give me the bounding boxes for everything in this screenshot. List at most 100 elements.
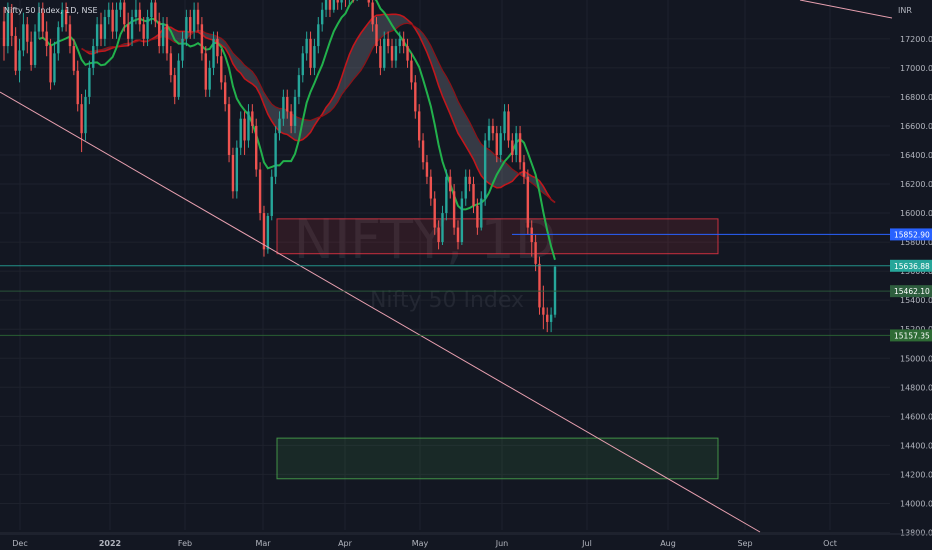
price-tag-label: 15636.88 (894, 262, 930, 271)
chart-legend[interactable]: Nifty 50 Index, 1D, NSE (4, 6, 98, 15)
candle-body (282, 96, 285, 119)
candle (421, 133, 425, 170)
candle (212, 31, 215, 76)
candle-body (425, 162, 429, 177)
demand-zone (276, 437, 719, 480)
candle-body (534, 242, 537, 264)
candle-body (76, 70, 79, 105)
trendline-falling (0, 91, 761, 533)
candle (301, 46, 304, 83)
candle (99, 12, 103, 47)
candle-body (154, 2, 157, 22)
candle (57, 21, 60, 61)
candle (173, 67, 176, 105)
price-tick-label: 16800.00 (900, 93, 932, 102)
candle (390, 38, 394, 68)
candle (324, 0, 328, 18)
candle-body (417, 111, 421, 141)
candle (383, 31, 386, 71)
candle-body (196, 9, 200, 25)
candle (317, 17, 320, 54)
candle (115, 2, 118, 39)
candle-body (402, 38, 405, 47)
candle-body (29, 41, 33, 65)
candle-body (452, 191, 456, 228)
candle-body (177, 60, 180, 97)
candle-body (258, 169, 262, 214)
candle (495, 125, 498, 163)
candle (138, 2, 142, 32)
candle (142, 17, 145, 47)
candle (2, 6, 6, 61)
candle (169, 46, 173, 83)
candle (464, 169, 467, 206)
candle (72, 38, 76, 76)
candle-body (181, 38, 184, 61)
candle-body (309, 38, 312, 68)
candle-body (332, 0, 336, 10)
candle-body (305, 38, 308, 54)
candle (146, 9, 149, 47)
candle (328, 0, 332, 18)
candle-body (72, 46, 76, 71)
candle-body (456, 227, 460, 243)
candle (371, 0, 374, 32)
candle-body (92, 46, 95, 68)
candle-body (546, 314, 549, 322)
candle (216, 31, 219, 64)
candle (549, 307, 553, 333)
candle (22, 12, 25, 57)
candle-body (503, 111, 506, 134)
candle (379, 38, 382, 76)
candle-body (390, 46, 394, 61)
candle-body (37, 12, 41, 32)
candle (483, 133, 487, 206)
price-tick-label: 17000.00 (900, 64, 932, 73)
candle (29, 31, 33, 71)
candle (542, 285, 545, 330)
candle-body (57, 27, 60, 54)
candles[interactable] (2, 0, 557, 333)
candle-body (142, 24, 145, 39)
candle (243, 111, 246, 155)
candle-body (169, 53, 173, 76)
candle (88, 60, 91, 105)
candle (161, 17, 165, 54)
candle-body (495, 133, 498, 155)
candle-body (49, 46, 52, 83)
candle (293, 89, 297, 134)
candle-body (317, 24, 320, 47)
candle-body (99, 24, 103, 39)
price-tick-label: 15000.00 (900, 354, 932, 363)
time-tick-label: Dec (12, 539, 27, 548)
candle (165, 17, 169, 61)
candle-body (371, 2, 374, 25)
time-tick-label: Jun (495, 539, 509, 548)
candle-body (270, 176, 273, 216)
candle (468, 169, 471, 192)
candle-body (522, 162, 526, 177)
candle-body (107, 9, 110, 18)
candle (487, 118, 491, 148)
time-tick-label: 2022 (99, 539, 121, 548)
candle-body (293, 96, 297, 126)
time-axis[interactable]: Dec 2022 Feb Mar Apr May Jun Jul Aug Sep Oct (0, 533, 932, 548)
candle (491, 118, 495, 141)
candle (92, 38, 95, 76)
candle (6, 2, 10, 54)
candle (398, 31, 401, 54)
trend-lines[interactable] (0, 0, 893, 533)
candle-body (274, 133, 277, 177)
candle-body (328, 0, 332, 10)
candle-body (115, 9, 118, 32)
moving-average-ribbon (38, 0, 556, 261)
zones[interactable] (276, 218, 719, 480)
time-tick-label: Aug (660, 539, 676, 548)
candle (514, 125, 518, 163)
candle (414, 75, 417, 119)
candle (336, 0, 339, 10)
candle (348, 0, 350, 4)
candle (189, 9, 192, 39)
candle (406, 38, 409, 68)
